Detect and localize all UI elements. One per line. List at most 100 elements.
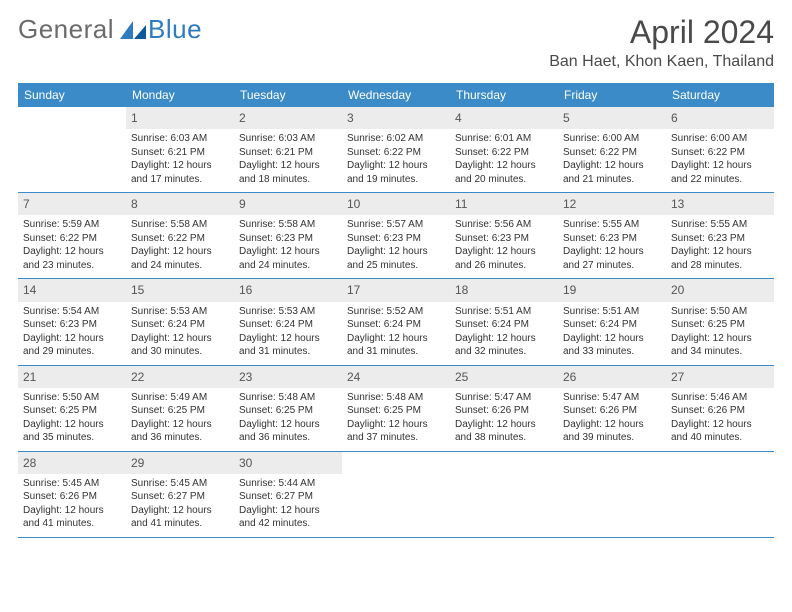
day-cell: 16Sunrise: 5:53 AMSunset: 6:24 PMDayligh… [234, 279, 342, 364]
day-cell: 20Sunrise: 5:50 AMSunset: 6:25 PMDayligh… [666, 279, 774, 364]
day-cell: 13Sunrise: 5:55 AMSunset: 6:23 PMDayligh… [666, 193, 774, 278]
day-number: 13 [666, 193, 774, 215]
sunrise-text: Sunrise: 5:54 AM [23, 305, 121, 319]
day-header: Friday [558, 83, 666, 107]
sunset-text: Sunset: 6:22 PM [671, 146, 769, 160]
sunrise-text: Sunrise: 5:45 AM [131, 477, 229, 491]
day-number: 30 [234, 452, 342, 474]
day-cell: 7Sunrise: 5:59 AMSunset: 6:22 PMDaylight… [18, 193, 126, 278]
sunrise-text: Sunrise: 5:52 AM [347, 305, 445, 319]
day-number: 15 [126, 279, 234, 301]
sunrise-text: Sunrise: 5:46 AM [671, 391, 769, 405]
day-header: Sunday [18, 83, 126, 107]
daylight-text: Daylight: 12 hours and 36 minutes. [239, 418, 337, 445]
day-header-row: Sunday Monday Tuesday Wednesday Thursday… [18, 83, 774, 107]
day-cell: 12Sunrise: 5:55 AMSunset: 6:23 PMDayligh… [558, 193, 666, 278]
week-row: 28Sunrise: 5:45 AMSunset: 6:26 PMDayligh… [18, 452, 774, 538]
sunrise-text: Sunrise: 5:58 AM [131, 218, 229, 232]
day-number: 1 [126, 107, 234, 129]
sunset-text: Sunset: 6:24 PM [239, 318, 337, 332]
day-cell: 4Sunrise: 6:01 AMSunset: 6:22 PMDaylight… [450, 107, 558, 192]
sunset-text: Sunset: 6:22 PM [455, 146, 553, 160]
sunrise-text: Sunrise: 5:51 AM [563, 305, 661, 319]
sunset-text: Sunset: 6:21 PM [239, 146, 337, 160]
sunrise-text: Sunrise: 6:01 AM [455, 132, 553, 146]
daylight-text: Daylight: 12 hours and 20 minutes. [455, 159, 553, 186]
day-number: 21 [18, 366, 126, 388]
sunrise-text: Sunrise: 5:48 AM [347, 391, 445, 405]
daylight-text: Daylight: 12 hours and 41 minutes. [131, 504, 229, 531]
daylight-text: Daylight: 12 hours and 22 minutes. [671, 159, 769, 186]
sunrise-text: Sunrise: 5:59 AM [23, 218, 121, 232]
day-cell: 29Sunrise: 5:45 AMSunset: 6:27 PMDayligh… [126, 452, 234, 537]
daylight-text: Daylight: 12 hours and 32 minutes. [455, 332, 553, 359]
day-cell: 2Sunrise: 6:03 AMSunset: 6:21 PMDaylight… [234, 107, 342, 192]
day-cell: 19Sunrise: 5:51 AMSunset: 6:24 PMDayligh… [558, 279, 666, 364]
daylight-text: Daylight: 12 hours and 31 minutes. [239, 332, 337, 359]
logo-text-1: General [18, 14, 114, 45]
daylight-text: Daylight: 12 hours and 40 minutes. [671, 418, 769, 445]
sunrise-text: Sunrise: 5:55 AM [563, 218, 661, 232]
sunset-text: Sunset: 6:21 PM [131, 146, 229, 160]
sunset-text: Sunset: 6:22 PM [23, 232, 121, 246]
day-cell: 25Sunrise: 5:47 AMSunset: 6:26 PMDayligh… [450, 366, 558, 451]
sunrise-text: Sunrise: 5:50 AM [23, 391, 121, 405]
sunset-text: Sunset: 6:24 PM [455, 318, 553, 332]
day-cell: 10Sunrise: 5:57 AMSunset: 6:23 PMDayligh… [342, 193, 450, 278]
sunset-text: Sunset: 6:27 PM [131, 490, 229, 504]
sunset-text: Sunset: 6:27 PM [239, 490, 337, 504]
sunrise-text: Sunrise: 6:02 AM [347, 132, 445, 146]
daylight-text: Daylight: 12 hours and 21 minutes. [563, 159, 661, 186]
daylight-text: Daylight: 12 hours and 30 minutes. [131, 332, 229, 359]
sunrise-text: Sunrise: 5:44 AM [239, 477, 337, 491]
day-number: 19 [558, 279, 666, 301]
daylight-text: Daylight: 12 hours and 37 minutes. [347, 418, 445, 445]
header: General Blue April 2024 Ban Haet, Khon K… [18, 14, 774, 71]
daylight-text: Daylight: 12 hours and 24 minutes. [131, 245, 229, 272]
day-number: 16 [234, 279, 342, 301]
daylight-text: Daylight: 12 hours and 38 minutes. [455, 418, 553, 445]
sunrise-text: Sunrise: 5:51 AM [455, 305, 553, 319]
weeks-container: 1Sunrise: 6:03 AMSunset: 6:21 PMDaylight… [18, 107, 774, 538]
day-header: Monday [126, 83, 234, 107]
daylight-text: Daylight: 12 hours and 33 minutes. [563, 332, 661, 359]
logo: General Blue [18, 14, 202, 45]
day-cell [450, 452, 558, 537]
day-number: 9 [234, 193, 342, 215]
location-text: Ban Haet, Khon Kaen, Thailand [549, 53, 774, 71]
daylight-text: Daylight: 12 hours and 35 minutes. [23, 418, 121, 445]
title-block: April 2024 Ban Haet, Khon Kaen, Thailand [549, 14, 774, 71]
sunrise-text: Sunrise: 5:57 AM [347, 218, 445, 232]
day-number: 14 [18, 279, 126, 301]
sunset-text: Sunset: 6:24 PM [131, 318, 229, 332]
daylight-text: Daylight: 12 hours and 36 minutes. [131, 418, 229, 445]
sunset-text: Sunset: 6:25 PM [131, 404, 229, 418]
daylight-text: Daylight: 12 hours and 25 minutes. [347, 245, 445, 272]
day-cell: 14Sunrise: 5:54 AMSunset: 6:23 PMDayligh… [18, 279, 126, 364]
day-cell [342, 452, 450, 537]
day-number: 28 [18, 452, 126, 474]
day-cell: 6Sunrise: 6:00 AMSunset: 6:22 PMDaylight… [666, 107, 774, 192]
daylight-text: Daylight: 12 hours and 39 minutes. [563, 418, 661, 445]
day-number: 12 [558, 193, 666, 215]
day-number: 27 [666, 366, 774, 388]
day-number: 22 [126, 366, 234, 388]
sunset-text: Sunset: 6:25 PM [671, 318, 769, 332]
day-cell: 28Sunrise: 5:45 AMSunset: 6:26 PMDayligh… [18, 452, 126, 537]
sunrise-text: Sunrise: 5:53 AM [131, 305, 229, 319]
day-number: 6 [666, 107, 774, 129]
sunset-text: Sunset: 6:26 PM [23, 490, 121, 504]
sunset-text: Sunset: 6:23 PM [671, 232, 769, 246]
sunset-text: Sunset: 6:23 PM [563, 232, 661, 246]
day-number: 17 [342, 279, 450, 301]
day-header: Wednesday [342, 83, 450, 107]
sunset-text: Sunset: 6:26 PM [563, 404, 661, 418]
day-number: 11 [450, 193, 558, 215]
day-number: 24 [342, 366, 450, 388]
daylight-text: Daylight: 12 hours and 41 minutes. [23, 504, 121, 531]
day-cell: 5Sunrise: 6:00 AMSunset: 6:22 PMDaylight… [558, 107, 666, 192]
sunrise-text: Sunrise: 5:48 AM [239, 391, 337, 405]
day-number: 18 [450, 279, 558, 301]
sunrise-text: Sunrise: 6:00 AM [563, 132, 661, 146]
day-header: Thursday [450, 83, 558, 107]
